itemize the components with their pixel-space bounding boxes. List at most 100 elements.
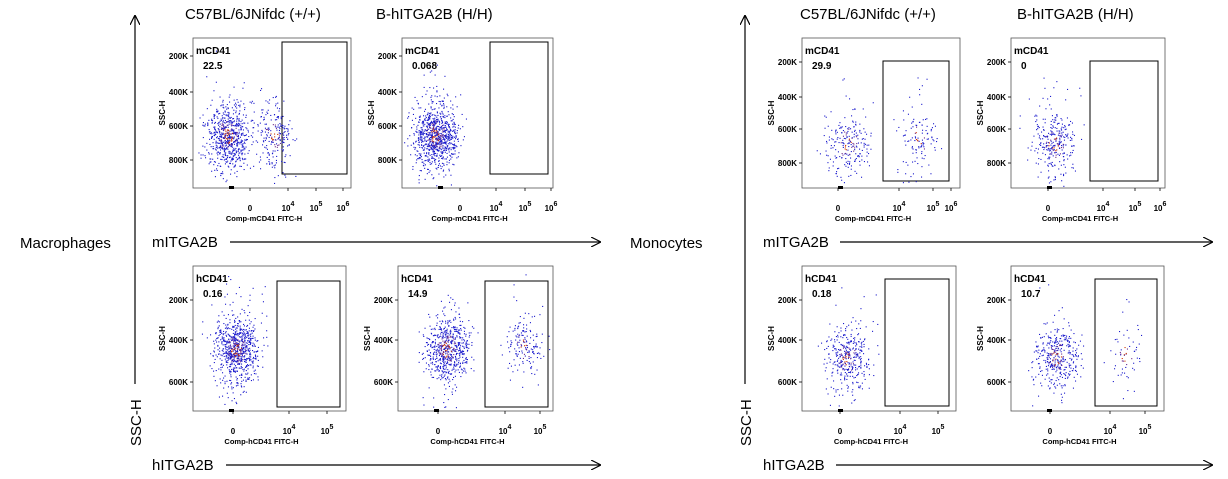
event-dot [431, 95, 433, 97]
event-dot [1053, 133, 1055, 135]
event-dot [225, 130, 227, 132]
event-dot [249, 360, 251, 362]
event-dot [1052, 368, 1054, 370]
event-dot [216, 142, 218, 144]
event-dot [1038, 357, 1040, 359]
event-dot [212, 158, 214, 160]
event-dot [845, 328, 847, 330]
event-dot [445, 388, 447, 390]
event-dot [433, 154, 435, 156]
event-dot [510, 345, 512, 347]
event-dot [1050, 108, 1052, 110]
event-dot [1065, 372, 1067, 374]
event-dot [536, 357, 538, 359]
event-dot [225, 181, 227, 183]
event-dot [457, 343, 459, 345]
marker-label-bottom-right: hITGA2B [763, 457, 825, 474]
event-dot [839, 127, 841, 129]
event-dot [440, 141, 442, 143]
event-dot [224, 154, 226, 156]
event-dot [1061, 387, 1063, 389]
event-dot [228, 157, 230, 159]
event-dot [242, 329, 244, 331]
event-dot [465, 361, 467, 363]
event-dot [434, 334, 436, 336]
event-dot [1047, 342, 1049, 344]
event-dot [245, 146, 247, 148]
event-dot [853, 377, 855, 379]
event-dot [905, 130, 907, 132]
event-dot [426, 350, 428, 352]
event-dot [427, 122, 429, 124]
event-dot [219, 165, 221, 167]
event-dot [454, 375, 456, 377]
event-dot [453, 153, 455, 155]
event-dot [418, 137, 420, 139]
event-dot [236, 403, 238, 405]
event-dot [458, 358, 460, 360]
event-dot [215, 148, 217, 150]
event-dot [424, 119, 426, 121]
event-dot [437, 121, 439, 123]
event-dot [252, 326, 254, 328]
event-dot [852, 342, 854, 344]
event-dot [244, 139, 246, 141]
event-dot [854, 399, 856, 401]
event-dot [233, 118, 235, 120]
event-dot [436, 131, 438, 133]
event-dot [851, 366, 853, 368]
event-dot [225, 148, 227, 150]
event-dot [1046, 344, 1048, 346]
event-dot [421, 137, 423, 139]
event-dot [444, 331, 446, 333]
event-dot [214, 347, 216, 349]
event-dot [1037, 176, 1039, 178]
event-dot [430, 122, 432, 124]
event-dot [441, 134, 443, 136]
event-dot [443, 331, 445, 333]
gate-rect [884, 278, 950, 407]
event-dot [828, 336, 830, 338]
event-dot [428, 365, 430, 367]
event-dot [277, 102, 279, 104]
event-dot [295, 175, 297, 177]
event-dot [254, 339, 256, 341]
event-dot [265, 129, 267, 131]
event-dot [463, 347, 465, 349]
event-dot [1049, 150, 1051, 152]
event-dot [454, 136, 456, 138]
event-dot [1056, 130, 1058, 132]
event-dot [257, 130, 259, 132]
event-dot [429, 115, 431, 117]
event-dot [441, 122, 443, 124]
event-dot [252, 342, 254, 344]
y-tick-label: 200K [169, 52, 188, 61]
event-dot [440, 137, 442, 139]
event-dot [225, 352, 227, 354]
event-dot [846, 384, 848, 386]
event-dot [412, 166, 414, 168]
event-dot [454, 328, 456, 330]
event-dot [224, 135, 226, 137]
event-dot [1059, 338, 1061, 340]
event-dot [859, 160, 861, 162]
gate-label: mCD41 [405, 46, 440, 57]
event-dot [835, 336, 837, 338]
event-dot [227, 145, 229, 147]
event-dot [429, 134, 431, 136]
event-dot [411, 127, 413, 129]
event-dot [440, 148, 442, 150]
event-dot [446, 146, 448, 148]
event-dot [829, 323, 831, 325]
event-dot [458, 371, 460, 373]
event-dot [229, 101, 231, 103]
event-dot [829, 404, 831, 406]
event-dot [447, 382, 449, 384]
event-dot [1059, 376, 1061, 378]
event-dot [446, 350, 448, 352]
event-dot [1066, 361, 1068, 363]
event-dot [1072, 149, 1074, 151]
event-dot [860, 358, 862, 360]
event-dot [236, 325, 238, 327]
event-dot [448, 136, 450, 138]
